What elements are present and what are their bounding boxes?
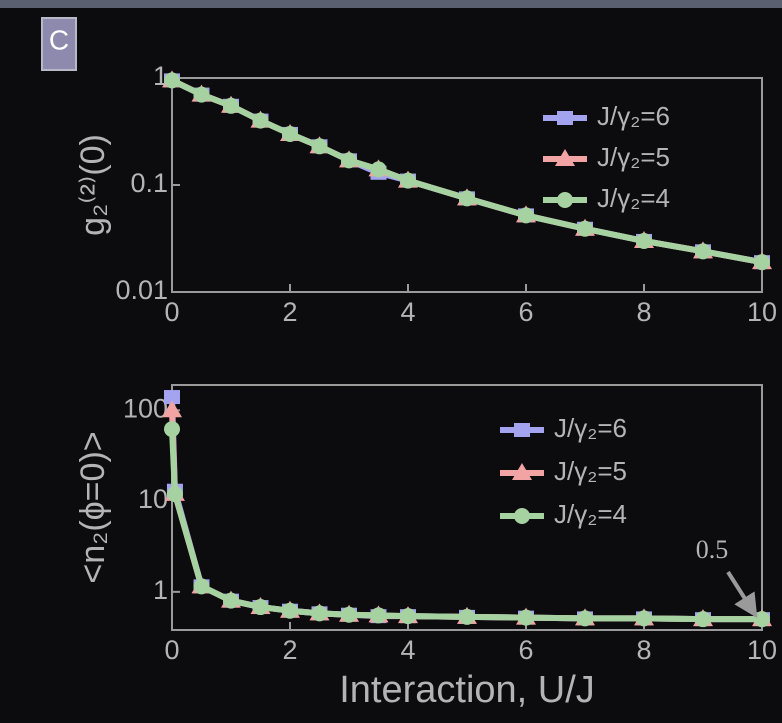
legend-label: J/γ₂=5 xyxy=(597,142,670,172)
data-point xyxy=(695,243,711,260)
legend-swatch xyxy=(557,192,573,208)
y-tick-label: 1 xyxy=(153,575,168,605)
data-point xyxy=(518,609,534,626)
data-point xyxy=(164,421,180,438)
legend-label: J/γ₂=6 xyxy=(554,413,627,443)
y-tick-label: 0.1 xyxy=(130,168,168,198)
data-point xyxy=(636,610,652,627)
x-tick-label: 10 xyxy=(747,297,777,327)
data-point xyxy=(166,485,183,502)
x-tick-label: 4 xyxy=(400,297,415,327)
data-point xyxy=(162,400,182,418)
legend-swatch xyxy=(555,149,575,166)
data-point xyxy=(459,190,475,207)
annotation-arrow xyxy=(726,570,758,619)
legend-swatch xyxy=(512,463,532,480)
data-point xyxy=(164,390,180,405)
legend-label: J/γ₂=5 xyxy=(554,456,627,486)
data-point xyxy=(577,610,593,627)
data-point xyxy=(518,207,534,224)
data-point xyxy=(400,608,416,625)
x-tick-label: 8 xyxy=(636,635,651,665)
data-point xyxy=(311,138,328,155)
legend-label: J/γ₂=4 xyxy=(597,183,670,213)
data-point xyxy=(695,611,711,628)
x-tick-label: 6 xyxy=(518,635,533,665)
y-tick-label: 100 xyxy=(123,393,168,423)
data-point xyxy=(223,592,239,609)
annotation: 0.5 xyxy=(696,535,729,564)
data-point xyxy=(341,152,357,169)
x-tick-label: 0 xyxy=(164,635,179,665)
y-tick-label: 0.01 xyxy=(115,275,168,305)
legend-swatch xyxy=(514,423,530,437)
panel-label-box xyxy=(41,17,77,71)
series-line xyxy=(169,429,762,623)
x-tick-label: 6 xyxy=(518,297,533,327)
data-point xyxy=(370,161,387,178)
x-tick-label: 2 xyxy=(282,297,297,327)
x-tick-label: 10 xyxy=(747,635,777,665)
x-tick-label: 4 xyxy=(400,635,415,665)
data-point xyxy=(400,172,416,189)
legend-swatch xyxy=(514,508,530,524)
x-tick-label: 0 xyxy=(164,297,179,327)
data-point xyxy=(459,608,475,625)
data-point xyxy=(311,605,328,622)
x-tick-label: 8 xyxy=(636,297,651,327)
data-point xyxy=(370,607,387,624)
data-point xyxy=(193,86,210,103)
legend-label: J/γ₂=6 xyxy=(597,101,670,131)
y-tick-label: 10 xyxy=(138,484,168,514)
data-point xyxy=(341,606,357,623)
data-point xyxy=(252,599,269,616)
data-point xyxy=(754,611,770,628)
data-point xyxy=(636,232,652,249)
data-point xyxy=(223,97,239,114)
top-strip xyxy=(0,0,782,8)
plot-frame xyxy=(171,384,763,631)
x-axis-label: Interaction, U/J xyxy=(339,669,595,711)
data-point xyxy=(193,578,210,595)
data-point xyxy=(282,602,298,619)
data-point xyxy=(164,72,180,89)
data-point xyxy=(754,254,770,271)
data-point xyxy=(252,112,269,129)
panel-label: C xyxy=(49,24,69,55)
y-axis-label: <n₂(ϕ=0)> xyxy=(74,431,112,583)
x-tick-label: 2 xyxy=(282,635,297,665)
legend-swatch xyxy=(557,111,573,125)
data-point xyxy=(282,125,298,142)
data-point xyxy=(577,220,593,237)
legend-label: J/γ₂=4 xyxy=(554,499,627,529)
y-axis-label: g₂⁽²⁾(0) xyxy=(74,134,112,236)
